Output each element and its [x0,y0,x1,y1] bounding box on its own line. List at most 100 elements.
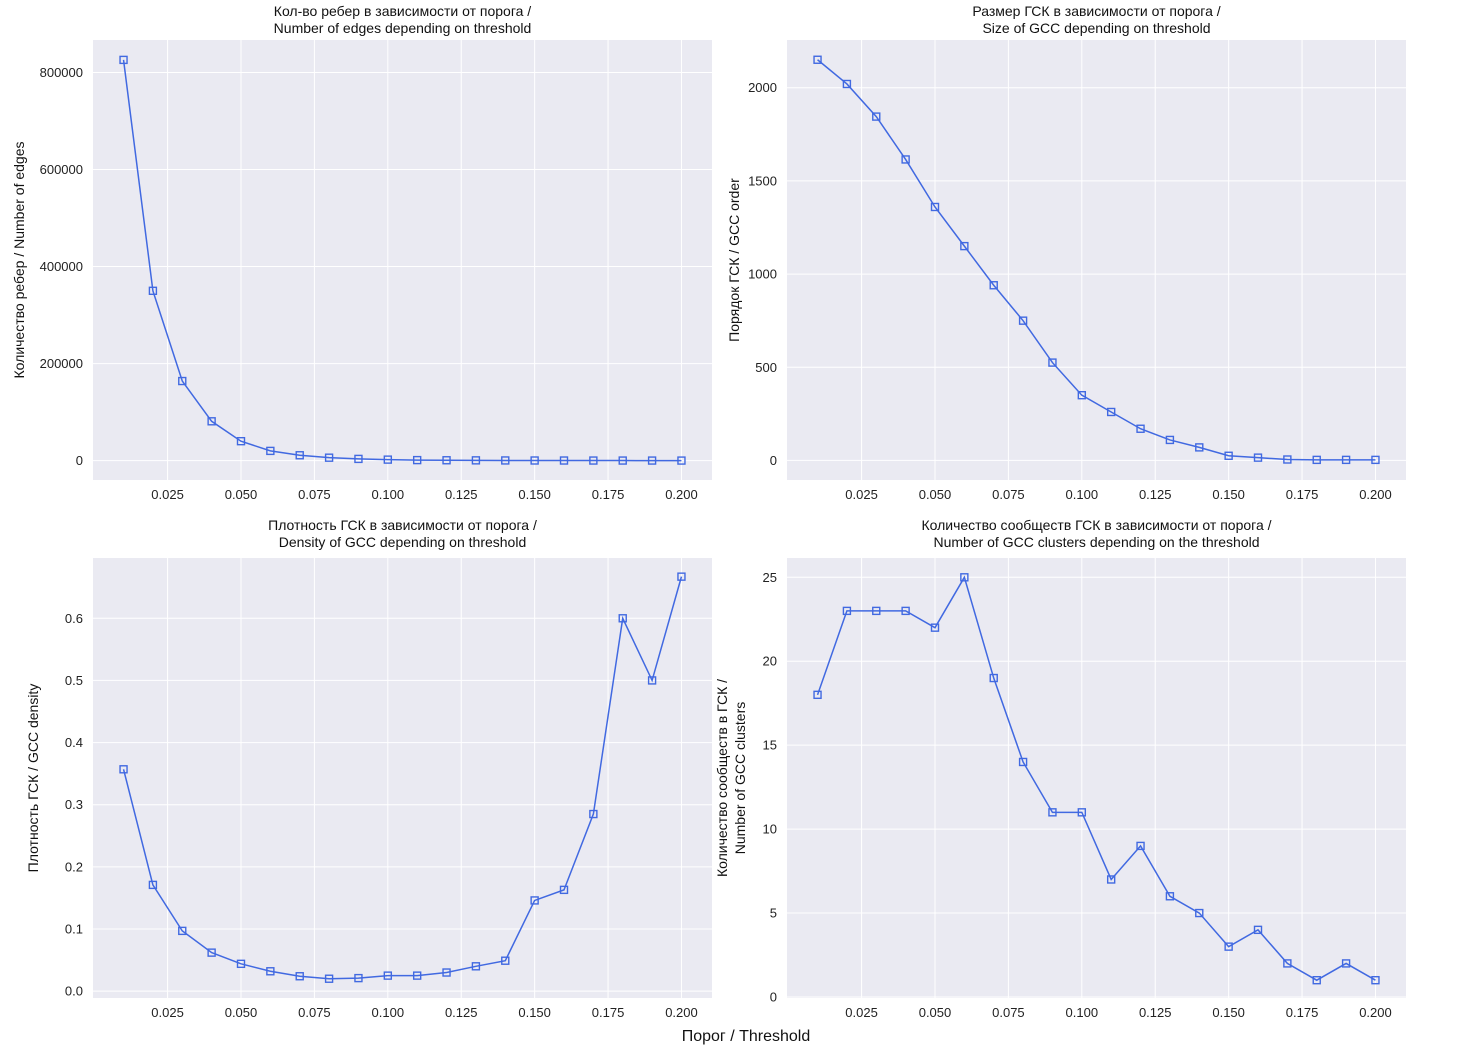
chart-title: Кол-во ребер в зависимости от порога / [274,3,531,19]
x-tick-label: 0.175 [592,1005,625,1020]
data-point [930,202,940,212]
y-tick-label: 10 [763,822,777,837]
y-tick-label: 1000 [748,267,777,282]
data-point [412,455,422,465]
x-tick-label: 0.125 [1139,1005,1172,1020]
x-tick-label: 0.150 [1212,487,1245,502]
data-point [1312,455,1321,465]
data-point [383,455,393,464]
data-point [442,456,451,465]
y-axis-label: Плотность ГСК / GCC density [25,684,41,873]
chart-title: Number of GCC clusters depending on the … [933,534,1259,550]
x-tick-label: 0.125 [445,487,478,502]
data-point [1283,959,1292,968]
data-point [501,456,510,465]
x-tick-label: 0.025 [151,487,184,502]
chart-title: Размер ГСК в зависимости от порога / [972,3,1220,19]
data-point [383,971,393,980]
data-point [618,456,627,465]
x-tick-label: 0.150 [518,487,551,502]
y-tick-label: 800000 [40,65,83,80]
data-point [1165,435,1175,445]
data-point [1371,976,1380,985]
x-tick-label: 0.175 [1286,487,1319,502]
data-point [236,436,246,446]
y-tick-label: 0.5 [65,673,83,688]
x-tick-label: 0.150 [1212,1005,1245,1020]
data-point [324,453,334,462]
data-point [119,765,128,774]
data-point [530,896,539,905]
data-point [148,286,158,296]
series-line [122,576,683,980]
data-point [589,456,598,465]
x-tick-label: 0.075 [298,487,331,502]
shared-x-axis-label: Порог / Threshold [682,1028,811,1045]
x-tick-label: 0.075 [992,1005,1025,1020]
data-point [1224,451,1233,460]
chart-title: Density of GCC depending on threshold [279,534,526,550]
data-point [1283,455,1292,464]
data-point [295,972,304,981]
data-point [471,456,481,465]
x-tick-label: 0.200 [1359,487,1392,502]
x-tick-label: 0.100 [1066,1005,1099,1020]
data-point [677,456,686,465]
plot-area [93,40,712,480]
data-point [647,456,657,465]
data-point [1224,942,1233,951]
data-point [1077,391,1087,400]
data-point [1195,908,1204,918]
series-line [122,59,682,462]
y-axis-label: Количество сообществ в ГСК / [714,679,730,877]
data-point [442,968,451,977]
chart-panel-gcc-order: 0.025 0.050 0.075 0.100 0.125 0.150 0.175 0.200… [726,3,1406,502]
chart-panel-gcc-density: 0.025 0.050 0.075 0.100 0.125 0.150 0.175 0.200… [25,517,712,1020]
data-point [1341,959,1351,968]
data-point [1106,407,1116,417]
x-tick-label: 0.025 [845,487,878,502]
data-point [901,155,910,164]
data-point [266,967,275,976]
chart-title: Плотность ГСК в зависимости от порога / [268,517,537,533]
data-point [1341,455,1351,465]
data-point [647,676,657,685]
y-tick-label: 0.1 [65,922,83,937]
chart-panel-edges: 0.025 0.050 0.075 0.100 0.125 0.150 0.175 0.200… [11,3,712,502]
y-tick-label: 500 [755,360,777,375]
data-point [1371,455,1380,465]
data-point [1048,358,1057,367]
plot-area [93,558,712,998]
y-axis-label: Порядок ГСК / GCC order [726,178,742,342]
data-point [1253,925,1263,935]
data-point [1048,808,1057,817]
data-point [618,614,627,623]
y-tick-label: 0.0 [65,984,83,999]
data-point [559,456,569,465]
y-tick-label: 0.2 [65,859,83,874]
x-tick-label: 0.050 [919,487,952,502]
x-tick-label: 0.050 [225,1005,258,1020]
plot-area [787,558,1406,998]
x-tick-label: 0.100 [1066,487,1099,502]
data-point [813,55,822,64]
data-point [501,956,510,965]
data-point [842,606,852,616]
plot-area [787,40,1406,480]
chart-title: Количество сообществ ГСК в зависимости о… [921,517,1271,533]
x-tick-label: 0.200 [1359,1005,1392,1020]
x-tick-label: 0.025 [151,1005,184,1020]
data-point [1106,875,1116,884]
data-point [813,690,822,700]
data-point [989,673,998,683]
y-tick-label: 0 [76,453,83,468]
y-tick-label: 20 [763,654,777,669]
y-tick-label: 1500 [748,173,777,188]
data-point [872,112,881,121]
data-point [295,451,304,460]
y-tick-label: 0 [770,453,777,468]
x-tick-label: 0.150 [518,1005,551,1020]
data-point [119,55,128,65]
data-point [901,606,910,616]
x-tick-label: 0.050 [225,487,258,502]
